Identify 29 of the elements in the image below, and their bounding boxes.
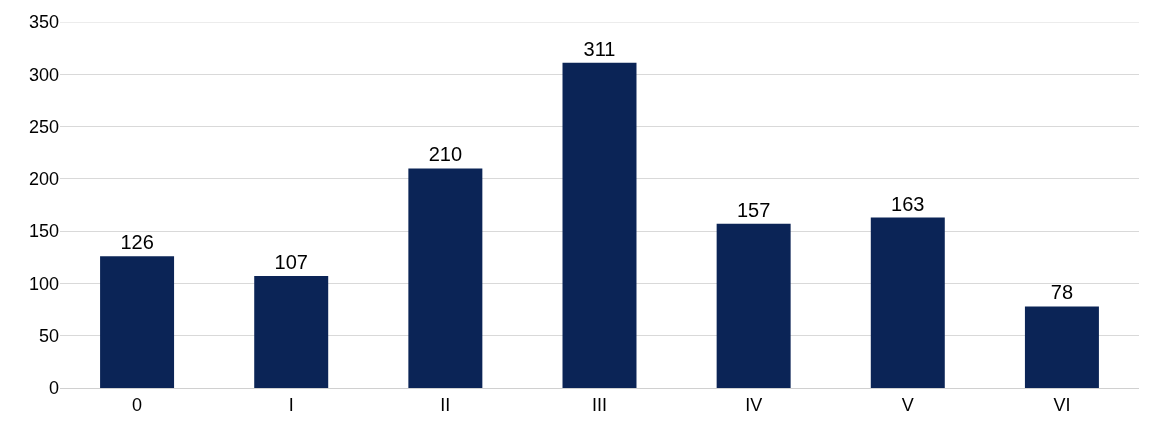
y-tick-label: 200 — [28, 169, 59, 190]
x-tick-label: IV — [745, 394, 763, 415]
x-tick-label: III — [591, 394, 608, 415]
x-tick-label: V — [901, 394, 914, 415]
data-label: 163 — [891, 192, 925, 215]
data-label: 126 — [120, 231, 154, 254]
bar — [1024, 306, 1099, 388]
x-tick-label: 0 — [132, 394, 143, 415]
y-tick-label: 150 — [28, 221, 59, 242]
bar — [100, 256, 175, 388]
x-tick-label: II — [440, 394, 451, 415]
bar — [408, 168, 483, 388]
bar — [562, 62, 637, 388]
y-tick-label: 0 — [48, 378, 59, 399]
bar — [716, 223, 791, 388]
y-tick-label: 300 — [28, 64, 59, 85]
bar — [870, 217, 945, 388]
y-tick-label: 250 — [28, 116, 59, 137]
x-tick-label: I — [288, 394, 294, 415]
data-label: 311 — [583, 37, 616, 60]
bar — [254, 276, 329, 388]
data-label: 157 — [736, 198, 771, 221]
data-label: 107 — [274, 251, 308, 274]
x-tick-label: VI — [1053, 394, 1071, 415]
y-tick-label: 50 — [38, 326, 59, 347]
y-tick-label: 100 — [28, 273, 59, 294]
data-label: 210 — [428, 143, 463, 166]
data-label: 78 — [1050, 281, 1074, 304]
y-tick-label: 350 — [28, 12, 59, 33]
